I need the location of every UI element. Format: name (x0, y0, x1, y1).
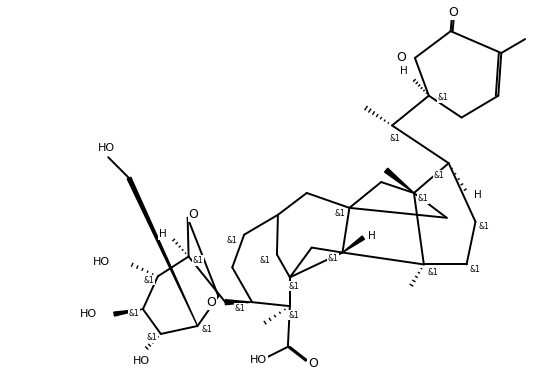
Text: HO: HO (97, 143, 115, 153)
Text: O: O (448, 6, 459, 19)
Text: O: O (189, 208, 199, 221)
Text: H: H (159, 229, 167, 239)
Text: &1: &1 (260, 256, 270, 265)
Text: &1: &1 (427, 268, 438, 277)
Text: &1: &1 (478, 222, 489, 231)
Text: &1: &1 (334, 209, 345, 218)
Text: &1: &1 (143, 276, 154, 285)
Text: HO: HO (80, 309, 97, 319)
Text: H: H (400, 66, 408, 76)
Polygon shape (342, 236, 365, 252)
Text: &1: &1 (227, 236, 237, 245)
Text: O: O (308, 357, 318, 370)
Text: &1: &1 (192, 256, 203, 265)
Text: O: O (207, 296, 216, 309)
Text: HO: HO (133, 356, 149, 366)
Text: &1: &1 (147, 334, 157, 342)
Text: &1: &1 (418, 194, 428, 204)
Text: H: H (473, 190, 481, 200)
Polygon shape (385, 168, 414, 193)
Text: &1: &1 (129, 309, 140, 318)
Text: &1: &1 (437, 93, 448, 102)
Polygon shape (127, 177, 197, 326)
Text: &1: &1 (327, 254, 338, 263)
Text: &1: &1 (288, 282, 299, 291)
Text: HO: HO (93, 257, 110, 268)
Text: &1: &1 (201, 326, 212, 334)
Text: HO: HO (250, 355, 267, 365)
Polygon shape (114, 309, 143, 316)
Text: &1: &1 (433, 171, 444, 180)
Text: &1: &1 (235, 304, 246, 313)
Text: H: H (368, 231, 376, 241)
Text: &1: &1 (390, 134, 400, 143)
Text: O: O (396, 52, 406, 64)
Text: &1: &1 (288, 310, 299, 319)
Text: &1: &1 (469, 265, 480, 274)
Polygon shape (226, 300, 252, 305)
